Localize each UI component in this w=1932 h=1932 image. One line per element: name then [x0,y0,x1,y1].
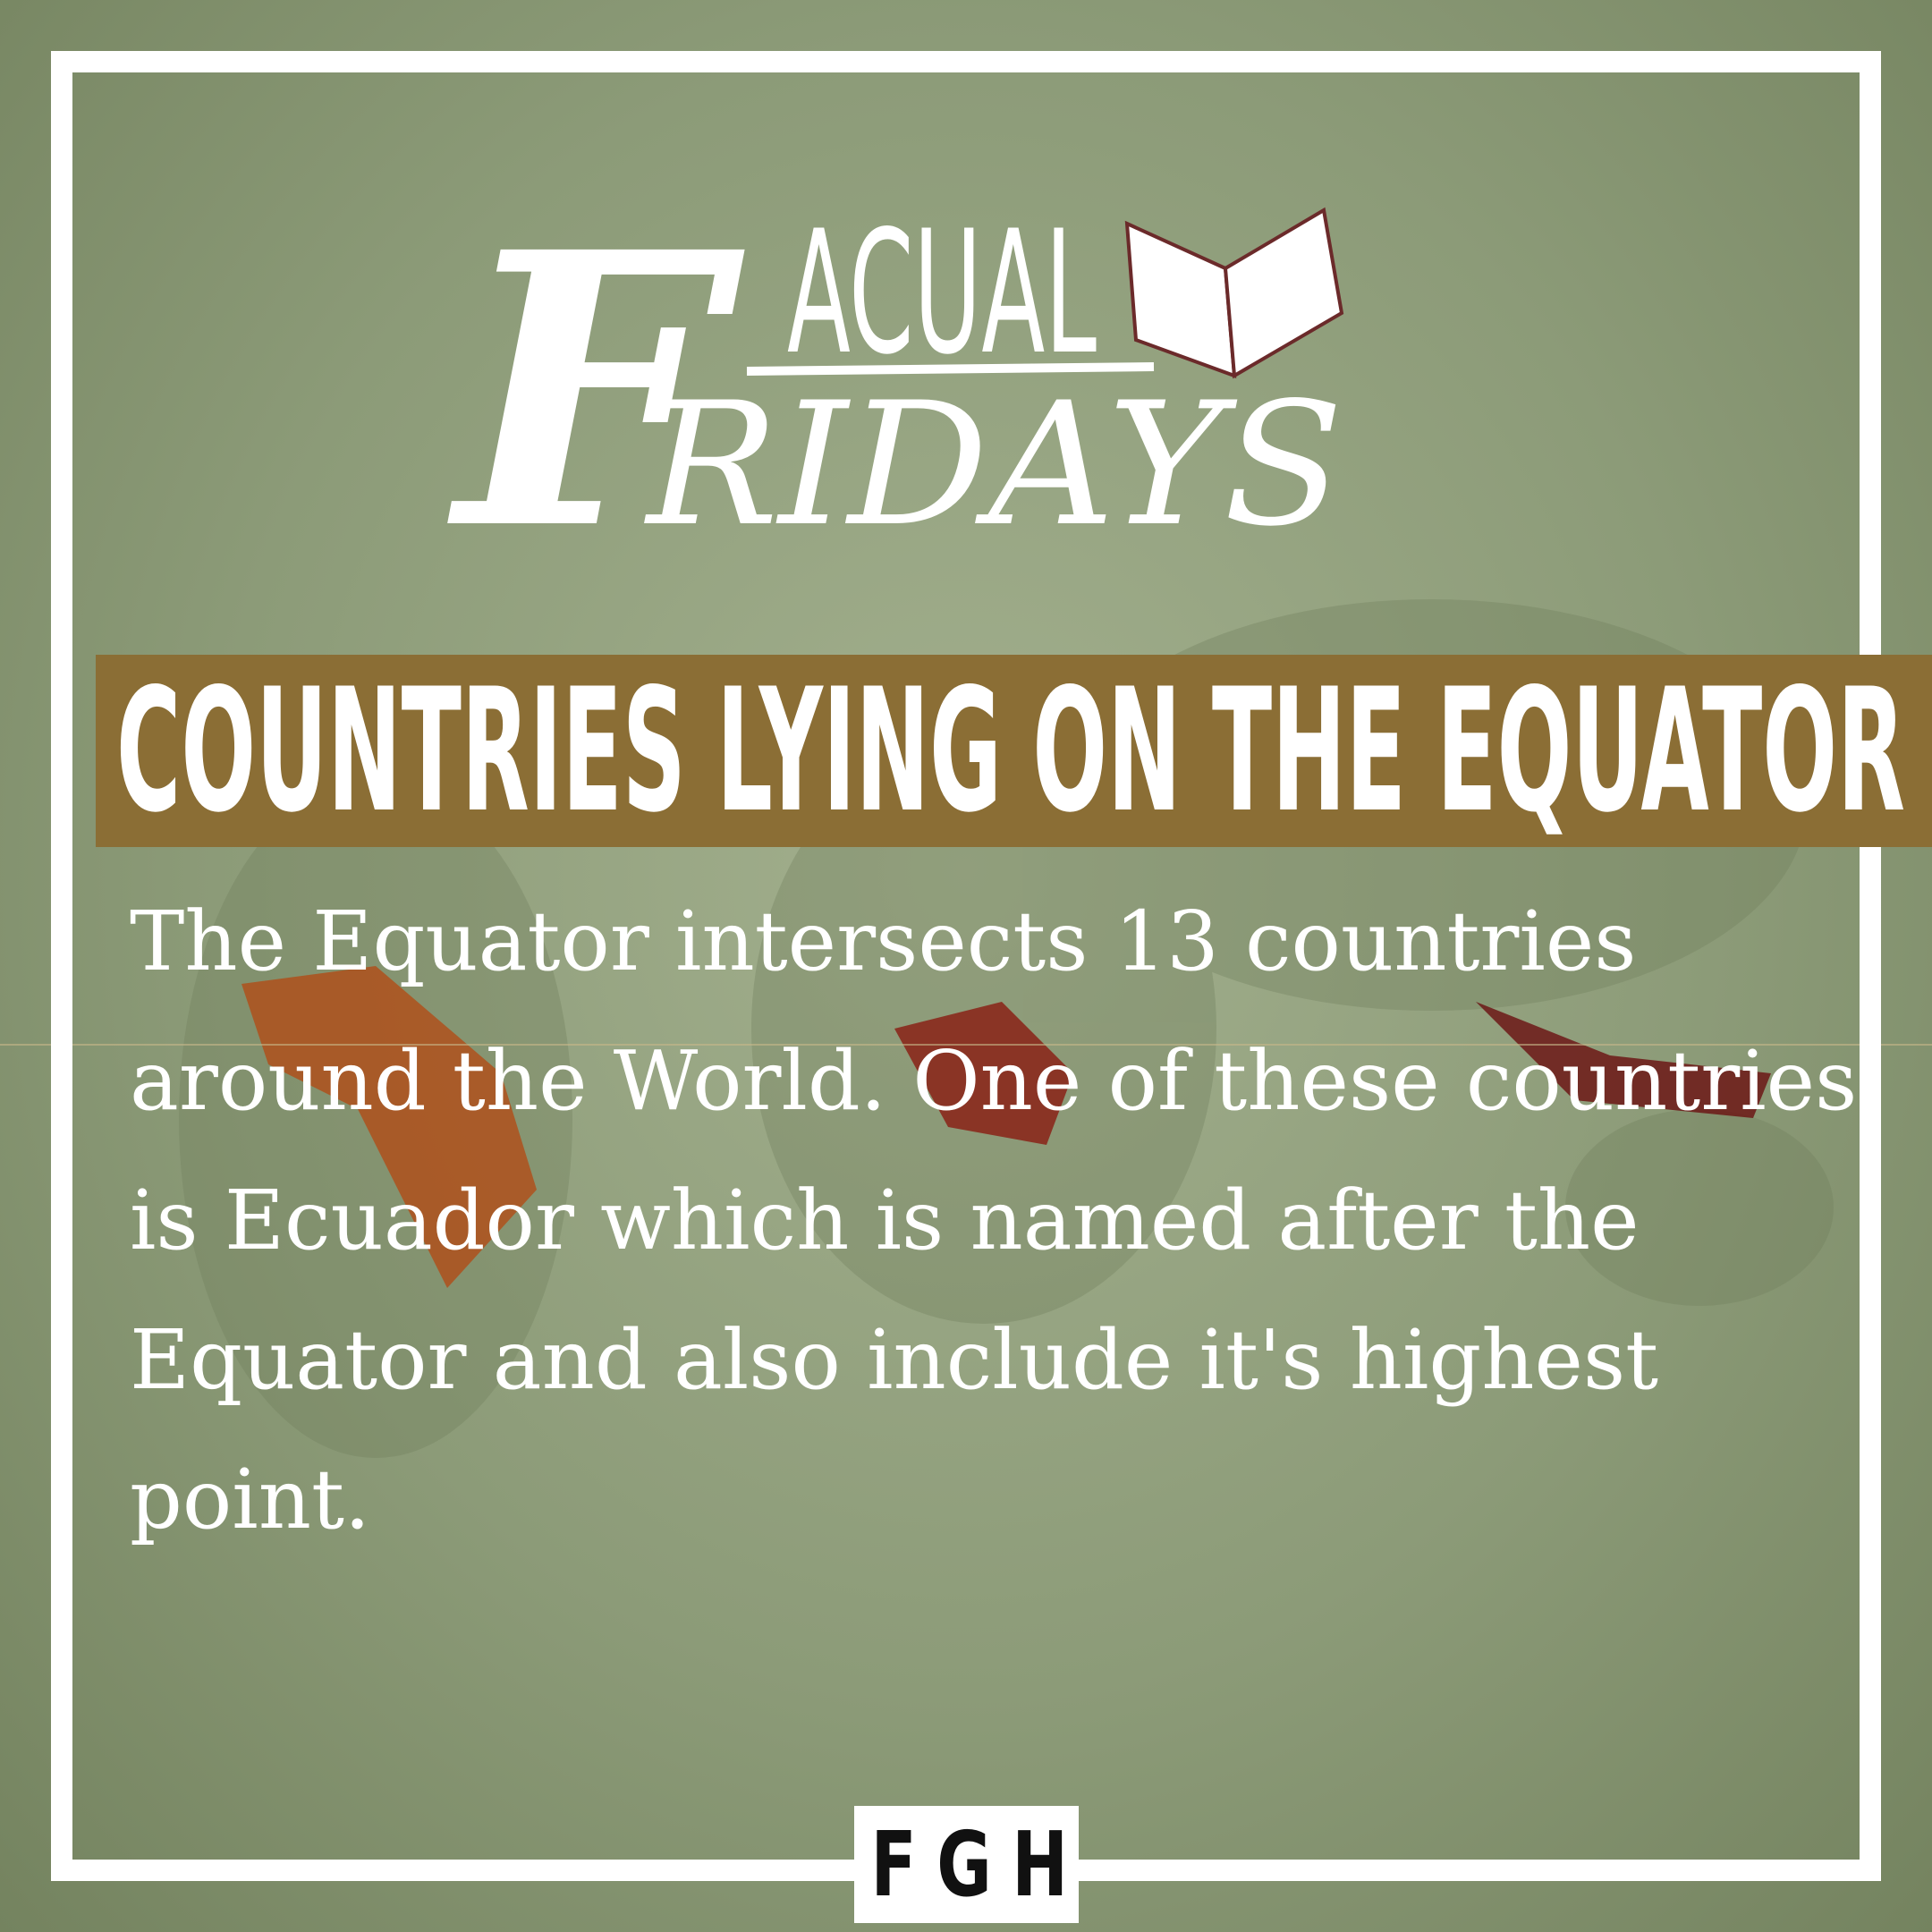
white-frame [51,51,1881,1881]
logo-top: ACUAL [787,194,1097,392]
body-text: The Equator intersects 13 countries arou… [130,894,1858,1547]
brush-stroke [746,362,1155,376]
book-icon [1124,207,1344,379]
heading-banner [96,655,1932,847]
logo-and-heading: F ACUAL RIDAYS COUNTRIES LYING ON THE EQ… [96,172,1932,850]
footer-text: FGH [870,1812,1089,1917]
heading: COUNTRIES LYING ON THE EQUATOR [116,652,1905,850]
logo-initial: F [445,172,750,613]
footer-box: FGH [854,1806,1079,1923]
logo-bottom: RIDAYS [644,366,1343,564]
